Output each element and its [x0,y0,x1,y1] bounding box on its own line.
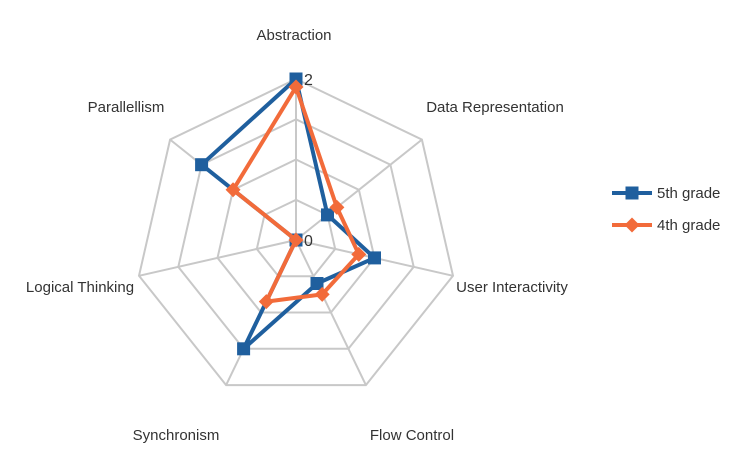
series-4th-grade [225,79,367,310]
grid-ring-2 [216,158,376,314]
axis-label-logical-thinking: Logical Thinking [26,279,134,296]
point-5th-grade-parallellism [195,158,209,172]
legend-item-4th-grade: 4th grade [612,217,720,234]
spoke-data-representation [295,138,423,241]
axis-label-flow-control: Flow Control [370,427,454,444]
point-5th-grade-abstraction [289,72,303,86]
legend-label-4th-grade: 4th grade [657,217,720,234]
point-4th-grade-parallellism [225,182,241,198]
legend-item-5th-grade: 5th grade [612,185,720,202]
axis-label-data-representation: Data Representation [426,99,564,116]
tick-label-min: 0 [304,233,313,250]
point-4th-grade-user-interactivity [351,246,367,262]
point-4th-grade-data-representation [329,199,345,215]
legend-marker-4th-grade [624,217,640,233]
radar-series [195,72,381,356]
spoke-flow-control [295,239,367,386]
point-5th-grade-flow-control [310,277,324,290]
tick-labels: 02 [304,72,313,250]
grid-ring-4 [137,77,455,387]
radar-grid [137,77,455,387]
point-5th-grade-synchronism [237,342,251,356]
legend: 5th grade 4th grade [612,185,720,234]
point-4th-grade-flow-control [314,286,330,302]
axis-label-synchronism: Synchronism [133,427,220,444]
series-line-5th-grade [199,77,377,351]
legend-label-5th-grade: 5th grade [657,185,720,202]
axis-label-abstraction: Abstraction [256,27,331,44]
series-line-4th-grade [231,85,361,304]
axis-label-parallellism: Parallellism [88,99,165,116]
grid-ring-3 [177,118,415,350]
point-4th-grade-abstraction [288,79,304,95]
point-5th-grade-data-representation [321,208,334,222]
axis-label-user-interactivity: User Interactivity [456,279,568,296]
tick-label-max: 2 [304,72,313,89]
legend-marker-5th-grade [625,186,639,200]
point-4th-grade-logical-thinking [288,232,304,248]
axis-labels: Abstraction Data Representation User Inter… [26,27,568,444]
spoke-logical-thinking [138,239,297,277]
point-5th-grade-user-interactivity [368,251,381,265]
point-4th-grade-synchronism [258,294,274,310]
